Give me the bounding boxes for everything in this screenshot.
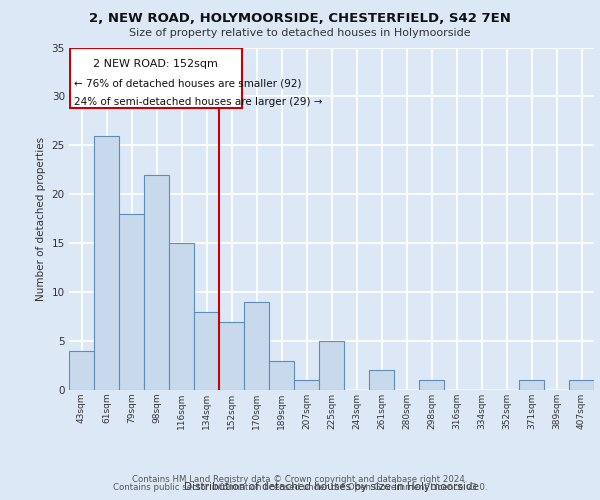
Bar	[244, 302, 269, 390]
Text: Contains public sector information licensed under the Open Government Licence v3: Contains public sector information licen…	[113, 484, 487, 492]
Bar	[69, 351, 94, 390]
Bar	[519, 380, 544, 390]
Bar	[119, 214, 144, 390]
Bar	[144, 174, 169, 390]
Bar	[70, 48, 241, 108]
Bar	[294, 380, 319, 390]
Text: 2, NEW ROAD, HOLYMOORSIDE, CHESTERFIELD, S42 7EN: 2, NEW ROAD, HOLYMOORSIDE, CHESTERFIELD,…	[89, 12, 511, 26]
X-axis label: Distribution of detached houses by size in Holymoorside: Distribution of detached houses by size …	[184, 482, 479, 492]
Bar	[369, 370, 394, 390]
Text: Contains HM Land Registry data © Crown copyright and database right 2024.: Contains HM Land Registry data © Crown c…	[132, 475, 468, 484]
Bar	[269, 360, 294, 390]
Bar	[569, 380, 594, 390]
Text: 2 NEW ROAD: 152sqm: 2 NEW ROAD: 152sqm	[94, 59, 218, 69]
Text: Size of property relative to detached houses in Holymoorside: Size of property relative to detached ho…	[129, 28, 471, 38]
Bar	[419, 380, 444, 390]
Bar	[319, 341, 344, 390]
Bar	[194, 312, 219, 390]
Text: 24% of semi-detached houses are larger (29) →: 24% of semi-detached houses are larger (…	[74, 98, 323, 108]
Text: ← 76% of detached houses are smaller (92): ← 76% of detached houses are smaller (92…	[74, 79, 302, 89]
Bar	[219, 322, 244, 390]
Bar	[169, 243, 194, 390]
Bar	[94, 136, 119, 390]
Y-axis label: Number of detached properties: Number of detached properties	[36, 136, 46, 301]
